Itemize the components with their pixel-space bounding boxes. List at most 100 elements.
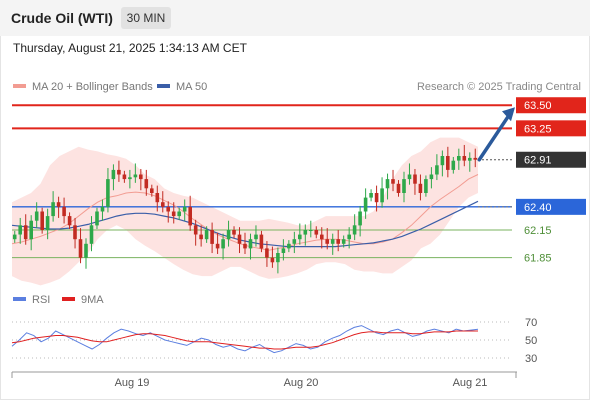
candle-body: [34, 211, 39, 221]
legend-swatch-ma50: [157, 84, 170, 88]
candle-body: [161, 202, 165, 207]
level-label-62-91: 62.91: [524, 155, 552, 167]
candle-body: [51, 202, 55, 217]
candle-body: [171, 211, 176, 217]
rsi-line: [11, 325, 479, 354]
candle-body: [270, 257, 275, 263]
level-label-61-85: 61.85: [524, 253, 552, 265]
candle-body: [78, 239, 83, 258]
bollinger-band-area: [12, 137, 478, 286]
x-tick-aug-20: Aug 20: [284, 377, 319, 389]
candle-body: [73, 225, 77, 240]
candle-body: [341, 239, 346, 244]
candle-body: [221, 239, 225, 249]
chart-header: Crude Oil (WTI) 30 MIN: [0, 0, 590, 36]
rsi-tick-70: 70: [525, 317, 537, 329]
candle-body: [320, 234, 324, 240]
candle-body: [188, 206, 192, 226]
candle-body: [210, 230, 214, 244]
candle-body: [122, 174, 127, 180]
candle-body: [347, 234, 351, 240]
candle-body: [106, 179, 110, 207]
x-tick-aug-19: Aug 19: [115, 377, 150, 389]
candle-body: [440, 156, 445, 166]
candle-body: [424, 179, 428, 193]
projection-arrow-shaft: [477, 113, 511, 162]
timeframe-badge[interactable]: 30 MIN: [121, 7, 171, 29]
candle-body: [12, 234, 17, 240]
legend-swatch-ma20: [13, 84, 26, 88]
candle-body: [396, 183, 401, 193]
level-label-63-25: 63.25: [524, 123, 552, 135]
candle-body: [100, 206, 105, 212]
candle-body: [292, 239, 297, 244]
level-label-63-25-bg: [516, 120, 586, 137]
level-label-63-50-bg: [516, 97, 586, 114]
candle-body: [155, 193, 160, 203]
candle-body: [56, 202, 61, 207]
level-label-62-91-bg: [516, 151, 586, 168]
candle-body: [139, 174, 143, 180]
level-label-62-15: 62.15: [524, 225, 552, 237]
candle-body: [309, 230, 313, 231]
candle-body: [462, 156, 467, 161]
candle-body: [325, 239, 329, 244]
rsi-tick-50: 50: [525, 335, 537, 347]
candle-body: [199, 234, 203, 240]
candle-body: [29, 220, 33, 240]
candle-body: [95, 211, 99, 226]
chart-datetime: Thursday, August 21, 2025 1:34:13 AM CET: [13, 41, 247, 55]
candle-body: [18, 225, 22, 235]
candle-body: [177, 211, 181, 217]
candle-body: [413, 174, 417, 184]
candle-body: [429, 174, 434, 180]
legend-label-ma50: MA 50: [176, 81, 207, 93]
rsi-tick-30: 30: [525, 353, 537, 365]
level-label-62-40: 62.40: [524, 202, 552, 214]
candle-body: [446, 156, 450, 170]
candle-body: [265, 248, 269, 258]
candle-body: [259, 234, 264, 249]
candle-body: [23, 225, 28, 240]
candle-body: [380, 188, 384, 203]
x-tick-aug-21: Aug 21: [453, 377, 488, 389]
candle-body: [358, 211, 362, 226]
candle-body: [215, 243, 220, 249]
candle-body: [45, 216, 50, 230]
attribution-text: Research © 2025 Trading Central: [417, 81, 581, 93]
candle-body: [385, 179, 390, 189]
rsi-legend-label-0: RSI: [32, 294, 50, 306]
candle-body: [150, 188, 154, 193]
rsi-legend-label-1: 9MA: [81, 294, 104, 306]
rsi-ma-line: [11, 330, 478, 350]
candle-body: [182, 206, 187, 212]
candle-body: [67, 216, 72, 226]
level-label-63-50: 63.50: [524, 100, 552, 112]
candle-body: [473, 157, 478, 160]
candle-body: [237, 234, 242, 244]
rsi-legend-swatch-1: [62, 297, 75, 301]
level-label-62-40-bg: [516, 198, 586, 215]
candle-body: [369, 193, 373, 198]
candle-body: [248, 239, 253, 249]
candle-body: [314, 230, 319, 235]
legend-label-ma20: MA 20 + Bollinger Bands: [32, 81, 153, 93]
instrument-title: Crude Oil (WTI): [11, 10, 113, 26]
rsi-legend-swatch-0: [13, 297, 26, 301]
candle-body: [133, 174, 138, 178]
candle-body: [468, 157, 472, 161]
candle-body: [298, 234, 302, 240]
candle-body: [243, 243, 247, 249]
candle-body: [128, 177, 132, 180]
candle-body: [166, 206, 170, 212]
candle-body: [232, 230, 236, 235]
candle-body: [254, 234, 258, 240]
candle-body: [226, 230, 231, 240]
candle-body: [281, 248, 286, 253]
candle-body: [374, 193, 379, 203]
candle-body: [330, 239, 335, 244]
candle-body: [303, 230, 308, 235]
candle-body: [391, 179, 395, 184]
candle-body: [144, 179, 149, 189]
